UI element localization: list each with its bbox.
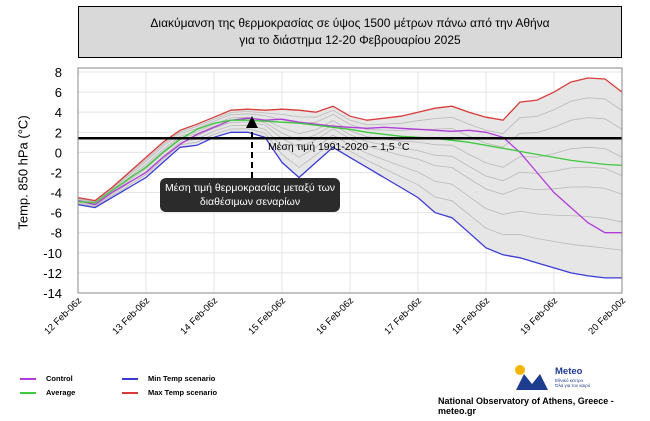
x-tick-label: 12 Feb-06z xyxy=(42,295,84,337)
ensemble-member-line xyxy=(77,113,623,203)
average-callout: Μέση τιμή θερμοκρασίας μεταξύ των διαθέσ… xyxy=(160,178,340,212)
y-tick-label: -4 xyxy=(50,186,62,201)
series-line-control xyxy=(77,117,622,234)
legend-max-swatch xyxy=(122,392,138,394)
series-line-min-temp-scenario xyxy=(77,131,622,279)
meteo-logo-icon xyxy=(515,365,548,390)
legend-min-swatch xyxy=(122,378,138,380)
plot-frame xyxy=(77,67,623,294)
y-tick-label: 6 xyxy=(55,85,62,100)
y-tick-label: -2 xyxy=(50,165,62,180)
chart-title-line1: Διακύμανση της θερμοκρασίας σε ύψος 1500… xyxy=(150,16,550,30)
chart-title-line2: για το διάστημα 12-20 Φεβρουαρίου 2025 xyxy=(239,33,461,47)
y-tick-label: 4 xyxy=(55,105,62,120)
y-tick-label: -6 xyxy=(50,206,62,221)
legend-max-label: Max Temp scenario xyxy=(148,388,218,397)
x-tick-label: 14 Feb-06z xyxy=(178,295,220,337)
ensemble-member-line xyxy=(77,97,623,202)
y-tick-label: 8 xyxy=(55,65,62,80)
callout-arrow xyxy=(246,116,258,178)
legend-control-label: Control xyxy=(46,374,73,383)
legend-control-swatch xyxy=(20,378,36,380)
logo-tagline: Εθνικό κέντρο Όλα για τον καιρό xyxy=(555,378,590,388)
y-tick-label: -10 xyxy=(43,246,62,261)
x-axis: 12 Feb-06z 13 Feb-06z 14 Feb-06z 15 Feb-06z… xyxy=(42,295,628,337)
ensemble-member-line xyxy=(77,128,623,251)
y-tick-label: 0 xyxy=(55,145,62,160)
y-axis-label: Temp. 850 hPa (°C) xyxy=(15,115,31,230)
chart-title: Διακύμανση της θερμοκρασίας σε ύψος 1500… xyxy=(78,6,622,58)
x-tick-label: 17 Feb-06z xyxy=(382,295,424,337)
y-tick-label: 2 xyxy=(55,125,62,140)
logo-tagline-line2: Όλα για τον καιρό xyxy=(555,383,591,388)
source-credit: National Observatory of Athens, Greece -… xyxy=(438,396,614,416)
logo-tagline-line1: Εθνικό κέντρο xyxy=(555,378,584,383)
legend-min-label: Min Temp scenario xyxy=(148,374,216,383)
y-tick-label: -8 xyxy=(50,226,62,241)
y-tick-label: -12 xyxy=(43,266,62,281)
x-tick-label: 20 Feb-00z xyxy=(586,295,628,337)
series-line-average xyxy=(77,119,623,204)
y-tick-label: -14 xyxy=(43,286,62,301)
logo-name: Meteo xyxy=(555,366,583,377)
y-axis: 8 6 4 2 0 -2 -4 -6 -8 -10 -12 -14 xyxy=(43,65,62,301)
reference-line-label: Μέση τιμή 1991-2020 ~ 1,5 °C xyxy=(268,141,410,153)
x-tick-label: 13 Feb-06z xyxy=(110,295,152,337)
legend-average-swatch xyxy=(20,392,36,394)
x-tick-label: 15 Feb-06z xyxy=(246,295,288,337)
x-tick-label: 18 Feb-06z xyxy=(450,295,492,337)
x-tick-label: 19 Feb-06z xyxy=(518,295,560,337)
legend-average-label: Average xyxy=(46,388,76,397)
ensemble-member-line xyxy=(77,124,623,223)
x-tick-label: 16 Feb-06z xyxy=(314,295,356,337)
ensemble-member-line xyxy=(77,116,623,204)
ensemble-member-line xyxy=(77,119,623,205)
